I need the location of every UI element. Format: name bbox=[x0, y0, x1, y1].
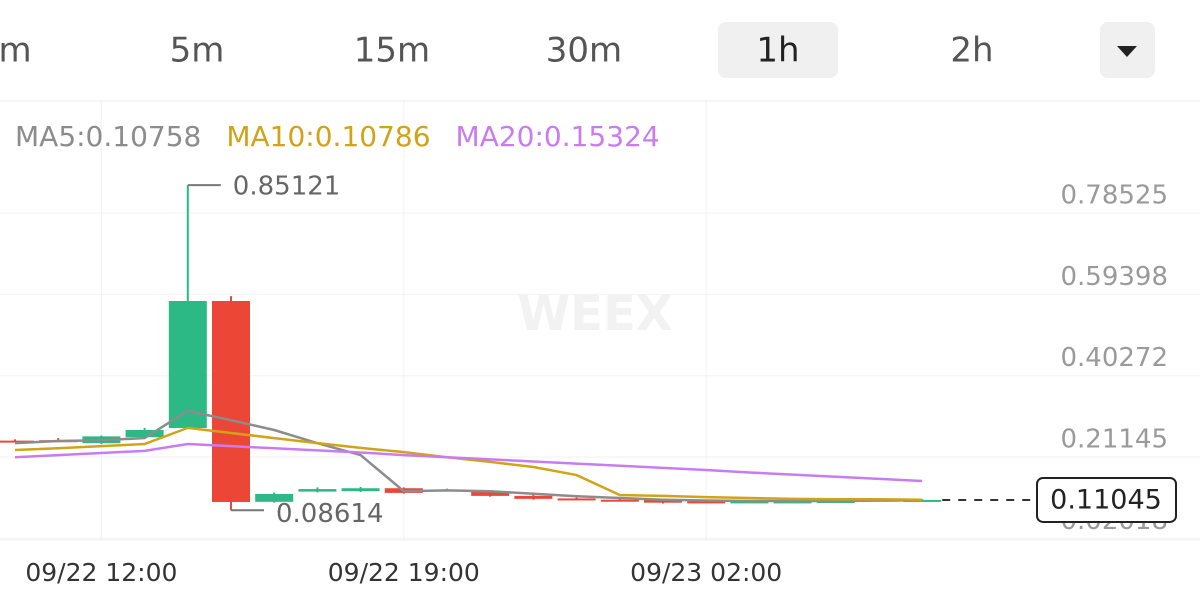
candle-body bbox=[644, 499, 682, 503]
candle-body bbox=[341, 488, 380, 492]
legend-entry: MA10:0.10786 bbox=[226, 120, 430, 153]
candle-body bbox=[557, 498, 596, 501]
price-label: 0.11045 bbox=[1050, 484, 1162, 515]
low-label: 0.08614 bbox=[276, 499, 384, 529]
candle-body bbox=[125, 430, 164, 438]
ma-line bbox=[14, 409, 923, 503]
x-tick-label: 09/23 02:00 bbox=[630, 558, 782, 587]
selected-tab-bg bbox=[718, 22, 838, 78]
high-label: 0.85121 bbox=[233, 172, 341, 202]
tab[interactable]: 15m bbox=[354, 31, 430, 71]
tab[interactable]: 1h bbox=[756, 31, 799, 71]
candle-body bbox=[730, 501, 769, 504]
candle-body bbox=[168, 301, 207, 429]
tab[interactable]: 30m bbox=[546, 31, 622, 71]
candle-body bbox=[514, 495, 553, 499]
candle-body bbox=[773, 501, 812, 504]
y-tick-label: 0.78525 bbox=[1060, 181, 1168, 211]
candle-body bbox=[0, 440, 34, 443]
legend-entry: MA20:0.15324 bbox=[456, 120, 660, 153]
dropdown-icon bbox=[1117, 46, 1137, 57]
candle-body bbox=[212, 301, 250, 503]
ma-line bbox=[14, 442, 923, 483]
watermark: WEEX bbox=[517, 286, 673, 342]
candle-body bbox=[600, 499, 639, 502]
x-tick-label: 09/22 19:00 bbox=[328, 558, 480, 587]
price-box bbox=[1036, 476, 1177, 523]
legend-entry: MA5:0.10758 bbox=[15, 120, 201, 153]
y-tick-label: 0.40272 bbox=[1060, 343, 1168, 373]
tab[interactable]: 2h bbox=[950, 31, 993, 71]
candle-body bbox=[687, 501, 726, 504]
y-tick-label: 0.21145 bbox=[1060, 425, 1168, 455]
candle-body bbox=[298, 489, 337, 492]
y-tick-label: 0.59398 bbox=[1060, 262, 1168, 292]
candle-body bbox=[255, 494, 294, 502]
candle-body bbox=[471, 491, 510, 496]
tab[interactable]: 5m bbox=[170, 31, 225, 71]
tab[interactable]: m bbox=[0, 31, 32, 71]
ma-line bbox=[14, 426, 923, 501]
x-tick-label: 09/22 12:00 bbox=[25, 558, 177, 587]
